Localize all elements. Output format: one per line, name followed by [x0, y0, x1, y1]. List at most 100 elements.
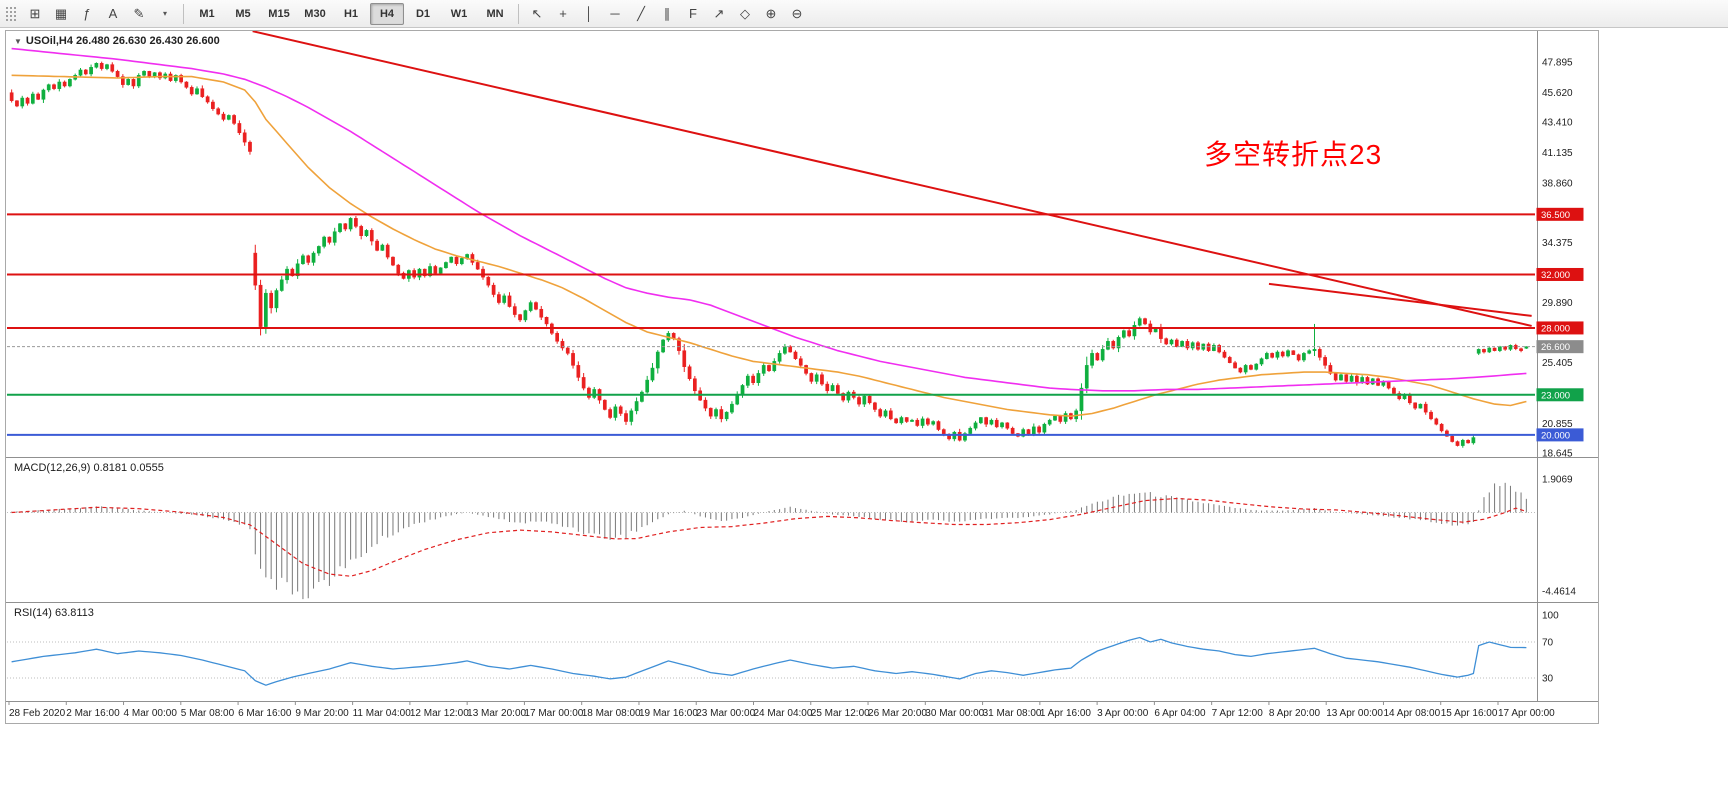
svg-text:17 Mar 00:00: 17 Mar 00:00 — [524, 708, 583, 719]
svg-text:100: 100 — [1542, 611, 1559, 622]
svg-text:11 Mar 04:00: 11 Mar 04:00 — [353, 708, 412, 719]
new-chart-icon[interactable]: ⊞ — [29, 5, 41, 21]
channel-icon[interactable]: ∥ — [663, 5, 671, 21]
svg-text:15 Apr 16:00: 15 Apr 16:00 — [1441, 708, 1498, 719]
timeframe-MN[interactable]: MN — [486, 7, 504, 20]
svg-text:3 Apr 00:00: 3 Apr 00:00 — [1097, 708, 1149, 719]
timeframe-D1[interactable]: D1 — [415, 7, 431, 20]
profiles-icon[interactable]: ▦ — [54, 5, 68, 21]
zoom-in-icon[interactable]: ⊕ — [765, 5, 777, 21]
svg-text:26 Mar 20:00: 26 Mar 20:00 — [868, 708, 927, 719]
chart-window[interactable]: 47.895 45.620 43.410 41.135 38.860 34.375 29.8… — [5, 30, 1599, 724]
svg-text:29.890: 29.890 — [1542, 298, 1573, 309]
svg-text:18 Mar 08:00: 18 Mar 08:00 — [582, 708, 641, 719]
svg-text:34.375: 34.375 — [1542, 238, 1573, 249]
rsi-line — [11, 636, 1527, 686]
timeframe-M1[interactable]: M1 — [199, 7, 215, 20]
svg-text:28.000: 28.000 — [1541, 323, 1570, 334]
price-axis-badge: 36.500 — [1536, 207, 1584, 221]
chart-title: ▼ USOil,H4 26.480 26.630 26.430 26.600 — [14, 35, 220, 47]
svg-text:1.9069: 1.9069 — [1542, 475, 1573, 486]
chart-dropdown-icon[interactable]: ▼ — [14, 37, 22, 46]
macd-indicator-label: MACD(12,26,9) 0.8181 0.0555 — [14, 462, 164, 474]
arrow-tool-icon[interactable]: ↗ — [713, 5, 725, 21]
chart-canvas[interactable]: 47.895 45.620 43.410 41.135 38.860 34.375 29.8… — [6, 31, 1598, 723]
svg-text:13 Mar 20:00: 13 Mar 20:00 — [467, 708, 526, 719]
svg-text:32.000: 32.000 — [1541, 270, 1570, 281]
vertical-line-icon[interactable]: │ — [584, 6, 594, 21]
toolbar-separator — [183, 3, 184, 24]
rsi-indicator-label: RSI(14) 63.8113 — [14, 607, 94, 619]
timeframe-M15[interactable]: M15 — [268, 7, 290, 20]
svg-text:2 Mar 16:00: 2 Mar 16:00 — [66, 708, 120, 719]
ma-slow-line[interactable] — [11, 47, 1527, 392]
svg-text:26.600: 26.600 — [1541, 342, 1570, 353]
svg-text:30 Mar 00:00: 30 Mar 00:00 — [925, 708, 984, 719]
svg-text:47.895: 47.895 — [1542, 58, 1573, 69]
svg-text:38.860: 38.860 — [1542, 178, 1573, 189]
price-axis-labels: 47.895 45.620 43.410 41.135 38.860 34.375 29.8… — [1542, 58, 1573, 460]
indicators-icon[interactable]: ƒ — [83, 6, 91, 21]
price-axis-badge: 23.000 — [1536, 388, 1584, 402]
timeframe-W1[interactable]: W1 — [450, 7, 468, 20]
fibonacci-icon[interactable]: F — [689, 6, 697, 21]
svg-text:7 Apr 12:00: 7 Apr 12:00 — [1212, 708, 1264, 719]
horizontal-line-icon[interactable]: ─ — [610, 6, 620, 21]
svg-text:18.645: 18.645 — [1542, 449, 1573, 460]
price-axis-badge: 32.000 — [1536, 267, 1584, 281]
text-tool-icon[interactable]: A — [108, 6, 118, 21]
svg-text:25.405: 25.405 — [1542, 358, 1573, 369]
annotation-text[interactable]: 多空转折点23 — [1204, 139, 1383, 170]
svg-text:25 Mar 12:00: 25 Mar 12:00 — [811, 708, 870, 719]
svg-text:24 Mar 04:00: 24 Mar 04:00 — [754, 708, 813, 719]
toolbar-separator — [518, 3, 519, 24]
timeframe-H4[interactable]: H4 — [370, 2, 404, 25]
svg-text:12 Mar 12:00: 12 Mar 12:00 — [410, 708, 469, 719]
horizontal-level-lines[interactable] — [7, 213, 1535, 436]
svg-text:30: 30 — [1542, 674, 1554, 685]
timeframe-M5[interactable]: M5 — [235, 7, 251, 20]
price-axis-badge: 26.600 — [1536, 340, 1584, 354]
candlestick-series — [9, 61, 1529, 448]
svg-text:8 Apr 20:00: 8 Apr 20:00 — [1269, 708, 1321, 719]
macd-signal-line — [11, 497, 1527, 577]
svg-text:1 Apr 16:00: 1 Apr 16:00 — [1040, 708, 1092, 719]
time-axis-labels: 28 Feb 2020 2 Mar 16:00 4 Mar 00:00 5 Mar 0… — [8, 701, 1555, 719]
svg-text:14 Apr 08:00: 14 Apr 08:00 — [1383, 708, 1440, 719]
symbol-ohlc-text: USOil,H4 26.480 26.630 26.430 26.600 — [25, 35, 220, 47]
svg-text:20.855: 20.855 — [1542, 419, 1573, 430]
svg-text:6 Apr 04:00: 6 Apr 04:00 — [1154, 708, 1206, 719]
svg-text:23 Mar 00:00: 23 Mar 00:00 — [696, 708, 755, 719]
svg-text:17 Apr 00:00: 17 Apr 00:00 — [1498, 708, 1555, 719]
macd-axis-labels: 1.9069 -4.4614 — [1542, 475, 1576, 598]
svg-text:36.500: 36.500 — [1541, 210, 1570, 221]
ma-fast-line[interactable] — [11, 74, 1527, 418]
draw-tool-icon[interactable]: ✎ — [133, 5, 145, 21]
toolbar: ⊞ ▦ ƒ A ✎ ▾ M1 M5 M15 M30 H1 H4 D1 W1 MN ↖ + │ ─ ╱ ∥ F ↗ ◇ ⊕ ⊖ — [0, 0, 1728, 28]
svg-text:28 Feb 2020: 28 Feb 2020 — [9, 708, 66, 719]
svg-text:-4.4614: -4.4614 — [1542, 587, 1576, 598]
svg-text:19 Mar 16:00: 19 Mar 16:00 — [639, 708, 698, 719]
trendline-objects[interactable] — [252, 31, 1532, 327]
zoom-out-icon[interactable]: ⊖ — [791, 5, 803, 21]
toolbar-grip-handle[interactable] — [4, 4, 18, 23]
rsi-axis-labels: 100 70 30 — [1542, 611, 1559, 685]
crosshair-icon[interactable]: + — [559, 6, 567, 21]
svg-text:43.410: 43.410 — [1542, 117, 1573, 128]
svg-text:20.000: 20.000 — [1541, 430, 1570, 441]
svg-text:23.000: 23.000 — [1541, 390, 1570, 401]
svg-text:41.135: 41.135 — [1542, 148, 1573, 159]
svg-text:13 Apr 00:00: 13 Apr 00:00 — [1326, 708, 1383, 719]
svg-text:5 Mar 08:00: 5 Mar 08:00 — [181, 708, 235, 719]
shapes-icon[interactable]: ◇ — [740, 5, 750, 21]
cursor-icon[interactable]: ↖ — [531, 5, 543, 21]
timeframe-M30[interactable]: M30 — [304, 7, 326, 20]
macd-histogram — [11, 482, 1527, 600]
timeframe-H1[interactable]: H1 — [343, 7, 359, 20]
price-axis-badge: 20.000 — [1536, 428, 1584, 442]
svg-text:70: 70 — [1542, 638, 1554, 649]
svg-text:31 Mar 08:00: 31 Mar 08:00 — [983, 708, 1042, 719]
draw-tool-dropdown-icon[interactable]: ▾ — [162, 9, 167, 18]
price-axis-badge: 28.000 — [1536, 321, 1584, 335]
trendline-icon[interactable]: ╱ — [637, 5, 645, 21]
